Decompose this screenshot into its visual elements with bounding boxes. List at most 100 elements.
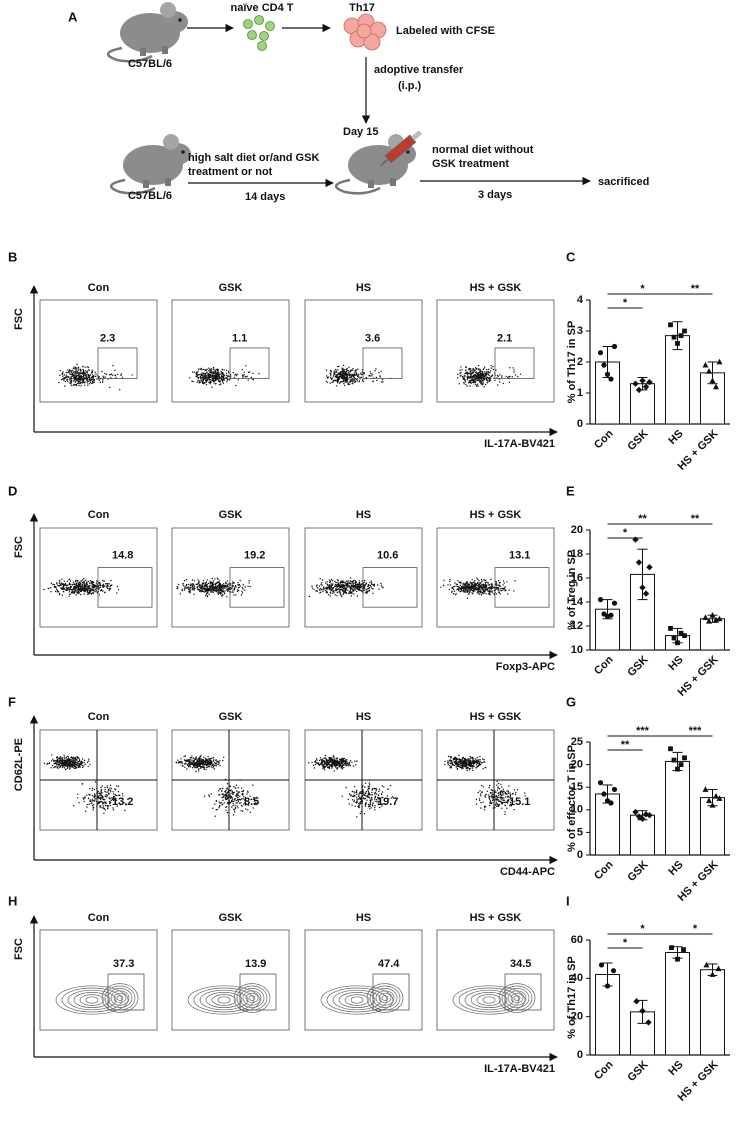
event-dot [382, 381, 383, 382]
event-dot [356, 794, 357, 795]
event-dot [339, 761, 340, 762]
event-dot [476, 767, 477, 768]
event-dot [356, 791, 357, 792]
event-dot [57, 762, 58, 763]
event-dot [214, 768, 215, 769]
event-dot [88, 581, 89, 582]
event-dot [492, 590, 493, 591]
event-dot [346, 377, 347, 378]
event-dot [326, 760, 327, 761]
event-dot [513, 371, 514, 372]
event-dot [78, 367, 79, 368]
event-dot [326, 381, 327, 382]
event-dot [468, 593, 469, 594]
event-dot [235, 808, 236, 809]
event-dot [212, 578, 213, 579]
event-dot [369, 582, 370, 583]
event-dot [90, 799, 91, 800]
event-dot [207, 374, 208, 375]
event-dot [357, 589, 358, 590]
event-dot [364, 786, 365, 787]
event-dot [475, 589, 476, 590]
event-dot [82, 797, 83, 798]
event-dot [81, 763, 82, 764]
event-dot [382, 785, 383, 786]
event-dot [213, 766, 214, 767]
event-dot [79, 585, 80, 586]
event-dot [326, 375, 327, 376]
event-dot [204, 374, 205, 375]
event-dot [91, 800, 92, 801]
event-dot [82, 758, 83, 759]
event-dot [73, 582, 74, 583]
event-dot [484, 584, 485, 585]
event-dot [239, 796, 240, 797]
event-dot [330, 373, 331, 374]
event-dot [84, 796, 85, 797]
event-dot [487, 582, 488, 583]
event-dot [80, 370, 81, 371]
event-dot [194, 758, 195, 759]
event-dot [192, 579, 193, 580]
event-dot [52, 759, 53, 760]
event-dot [217, 371, 218, 372]
event-dot [190, 757, 191, 758]
annotation: Day 15 [343, 126, 378, 138]
event-dot [358, 795, 359, 796]
event-dot [88, 586, 89, 587]
event-dot [59, 763, 60, 764]
event-dot [350, 369, 351, 370]
event-dot [352, 799, 353, 800]
event-dot [490, 378, 491, 379]
event-dot [99, 594, 100, 595]
event-dot [75, 371, 76, 372]
event-dot [65, 377, 66, 378]
event-dot [76, 757, 77, 758]
event-dot [109, 798, 110, 799]
event-dot [374, 585, 375, 586]
event-dot [214, 370, 215, 371]
event-dot [373, 381, 374, 382]
event-dot [449, 579, 450, 580]
event-dot [503, 383, 504, 384]
event-dot [357, 583, 358, 584]
gate [363, 348, 402, 379]
event-dot [186, 768, 187, 769]
event-dot [82, 366, 83, 367]
event-dot [342, 765, 343, 766]
event-dot [471, 582, 472, 583]
event-dot [490, 370, 491, 371]
event-dot [209, 589, 210, 590]
event-dot [90, 382, 91, 383]
y-axis-label: CD62L-PE [13, 738, 25, 791]
gate [98, 568, 152, 608]
event-dot [184, 580, 185, 581]
event-dot [346, 381, 347, 382]
event-dot [67, 381, 68, 382]
event-dot [366, 583, 367, 584]
event-dot [347, 374, 348, 375]
event-dot [52, 765, 53, 766]
event-dot [206, 384, 207, 385]
event-dot [73, 761, 74, 762]
event-dot [203, 585, 204, 586]
event-dot [353, 378, 354, 379]
event-dot [95, 781, 96, 782]
event-dot [346, 759, 347, 760]
event-dot [114, 788, 115, 789]
event-dot [371, 581, 372, 582]
plot-frame [40, 528, 157, 627]
event-dot [341, 595, 342, 596]
event-dot [463, 587, 464, 588]
event-dot [505, 376, 506, 377]
event-dot [185, 763, 186, 764]
event-dot [70, 761, 71, 762]
event-dot [72, 758, 73, 759]
event-dot [233, 372, 234, 373]
event-dot [338, 588, 339, 589]
event-dot [343, 383, 344, 384]
event-dot [199, 766, 200, 767]
event-dot [460, 375, 461, 376]
event-dot [504, 590, 505, 591]
group-title: HS [356, 509, 371, 521]
